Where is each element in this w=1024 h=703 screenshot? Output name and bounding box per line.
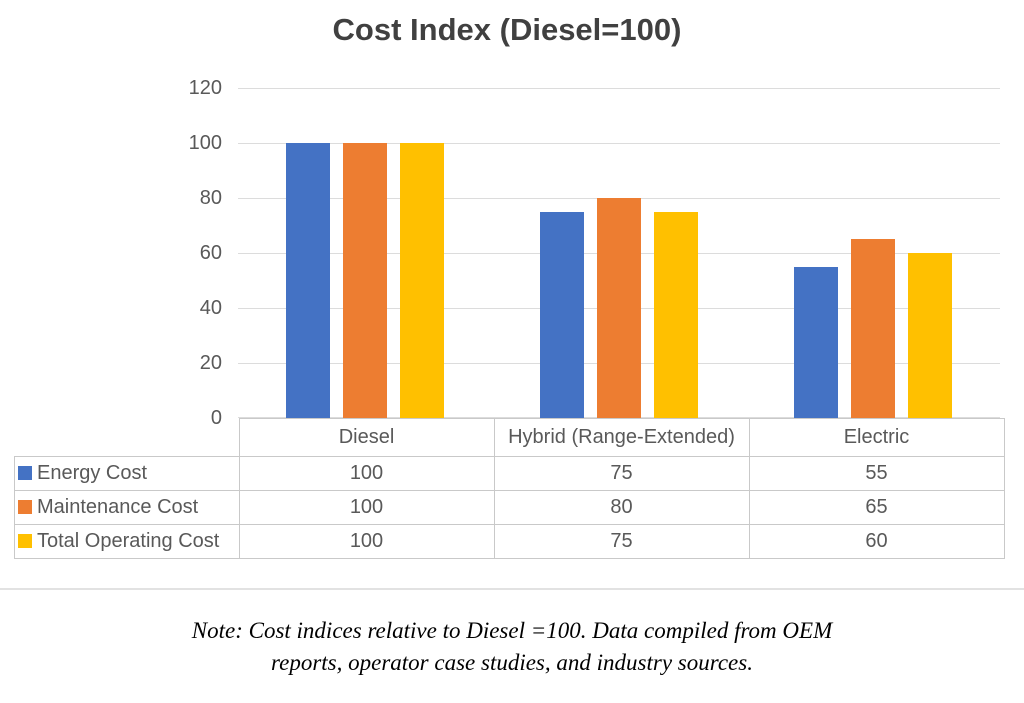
value-cell-energy-cost-electric: 55	[748, 456, 1005, 491]
value-cell-maintenance-cost-electric: 65	[748, 490, 1005, 525]
bar-total-operating-cost-hybrid-range-extended	[654, 211, 698, 418]
bar-maintenance-cost-diesel	[343, 143, 387, 418]
value-cell-maintenance-cost-hybrid-range-extended: 80	[493, 490, 750, 525]
bar-group-electric	[746, 88, 1000, 418]
chart-title: Cost Index (Diesel=100)	[332, 12, 682, 47]
bar-energy-cost-diesel	[286, 143, 330, 418]
y-axis-tick-label-40: 40	[199, 297, 222, 319]
table-category-header-diesel: Diesel	[238, 418, 495, 457]
table-header-row: Diesel Hybrid (Range-Extended) Electric	[15, 418, 1005, 457]
table-category-header-hybrid-range-extended: Hybrid (Range-Extended)	[493, 418, 750, 457]
gridline-100	[238, 143, 1000, 144]
y-axis-tick-label-120: 120	[188, 77, 222, 99]
gridline-120	[238, 88, 1000, 89]
footnote-line-2: reports, operator case studies, and indu…	[271, 649, 753, 675]
series-label-cell-maintenance-cost: Maintenance Cost	[14, 490, 240, 525]
y-axis-tick-label-80: 80	[199, 187, 222, 209]
value-cell-energy-cost-hybrid-range-extended: 75	[493, 456, 750, 491]
plot-area	[238, 88, 1000, 418]
bar-energy-cost-hybrid-range-extended	[540, 211, 584, 418]
table-row-energy-cost: Energy Cost 100 75 55	[14, 456, 1005, 491]
separator-line	[0, 588, 1024, 590]
value-cell-energy-cost-diesel: 100	[238, 456, 495, 491]
bar-total-operating-cost-diesel	[400, 143, 444, 418]
y-axis-tick-label-60: 60	[199, 242, 222, 264]
value-cell-total-operating-cost-diesel: 100	[238, 524, 495, 559]
bar-total-operating-cost-electric	[908, 253, 952, 418]
footnote-line-1: Note: Cost indices relative to Diesel =1…	[191, 618, 833, 643]
series-label-cell-total-operating-cost: Total Operating Cost	[14, 524, 240, 559]
y-axis-tick-label-100: 100	[188, 132, 222, 154]
legend-key-icon-total-operating-cost	[18, 534, 32, 548]
value-cell-total-operating-cost-electric: 60	[748, 524, 1005, 559]
bar-maintenance-cost-electric	[851, 239, 895, 418]
table-category-header-electric: Electric	[748, 418, 1005, 457]
bar-group-hybrid-range-extended	[492, 88, 746, 418]
table-row-maintenance-cost: Maintenance Cost 100 80 65	[14, 490, 1005, 525]
series-label-cell-energy-cost: Energy Cost	[14, 456, 240, 491]
bar-group-diesel	[238, 88, 492, 418]
bar-energy-cost-electric	[794, 266, 838, 418]
bar-maintenance-cost-hybrid-range-extended	[597, 198, 641, 418]
legend-key-icon-energy-cost	[18, 466, 32, 480]
table-row-total-operating-cost: Total Operating Cost 100 75 60	[14, 524, 1005, 559]
chart-data-table: Diesel Hybrid (Range-Extended) Electric Ene…	[14, 418, 1005, 559]
value-cell-total-operating-cost-hybrid-range-extended: 75	[493, 524, 750, 559]
value-cell-maintenance-cost-diesel: 100	[238, 490, 495, 525]
y-axis-tick-label-20: 20	[199, 352, 222, 374]
footnote: Note: Cost indices relative to Diesel =1…	[0, 615, 1024, 678]
legend-key-icon-maintenance-cost	[18, 500, 32, 514]
y-axis-tick-label-0: 0	[210, 407, 222, 429]
